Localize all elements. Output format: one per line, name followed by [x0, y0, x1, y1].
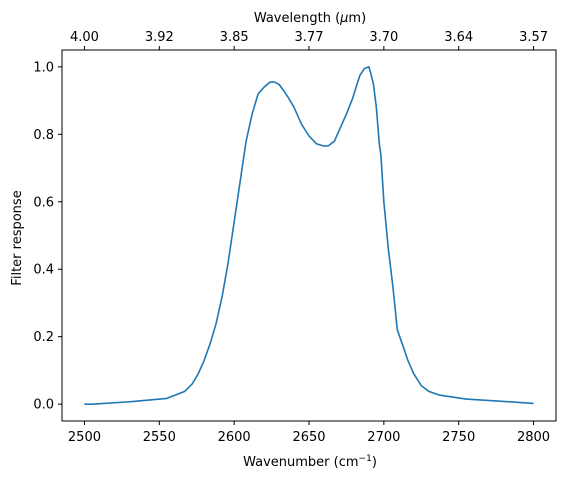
- x-tick-label: 2500: [68, 430, 101, 445]
- top-tick-label: 3.85: [220, 30, 249, 45]
- top-tick-label: 3.64: [444, 30, 473, 45]
- top-tick-label: 3.70: [369, 30, 398, 45]
- y-axis-label: Filter response: [10, 190, 25, 285]
- y-tick-label: 0.0: [33, 398, 54, 413]
- y-tick-label: 1.0: [33, 60, 54, 75]
- top-tick-label: 3.57: [519, 30, 548, 45]
- top-tick-label: 3.77: [295, 30, 324, 45]
- x-tick-label: 2600: [218, 430, 251, 445]
- top-tick-label: 4.00: [70, 30, 99, 45]
- x-tick-label: 2550: [143, 430, 176, 445]
- x-axis-label: Wavenumber (cm−1): [243, 454, 377, 470]
- x-tick-label: 2700: [367, 430, 400, 445]
- plot-frame: [61, 49, 557, 422]
- y-tick-label: 0.4: [33, 263, 54, 278]
- top-axis-label: Wavelength (μm): [254, 11, 366, 26]
- series-line-0: [84, 66, 534, 405]
- y-tick-label: 0.6: [33, 195, 54, 210]
- y-tick-label: 0.2: [33, 330, 54, 345]
- x-tick-label: 2650: [292, 430, 325, 445]
- y-axis-ticks: 0.0 0.2 0.4 0.6 0.8 1.0: [33, 60, 62, 413]
- x-tick-label: 2750: [442, 430, 475, 445]
- top-axis-ticks: 4.00 3.92 3.85 3.77 3.70 3.64 3.57: [70, 30, 548, 50]
- top-tick-label: 3.92: [145, 30, 174, 45]
- y-tick-label: 0.8: [33, 128, 54, 143]
- x-tick-label: 2800: [517, 430, 550, 445]
- plot-area: [84, 66, 534, 405]
- x-axis-ticks: 2500 2550 2600 2650 2700 2750 2800: [68, 421, 550, 445]
